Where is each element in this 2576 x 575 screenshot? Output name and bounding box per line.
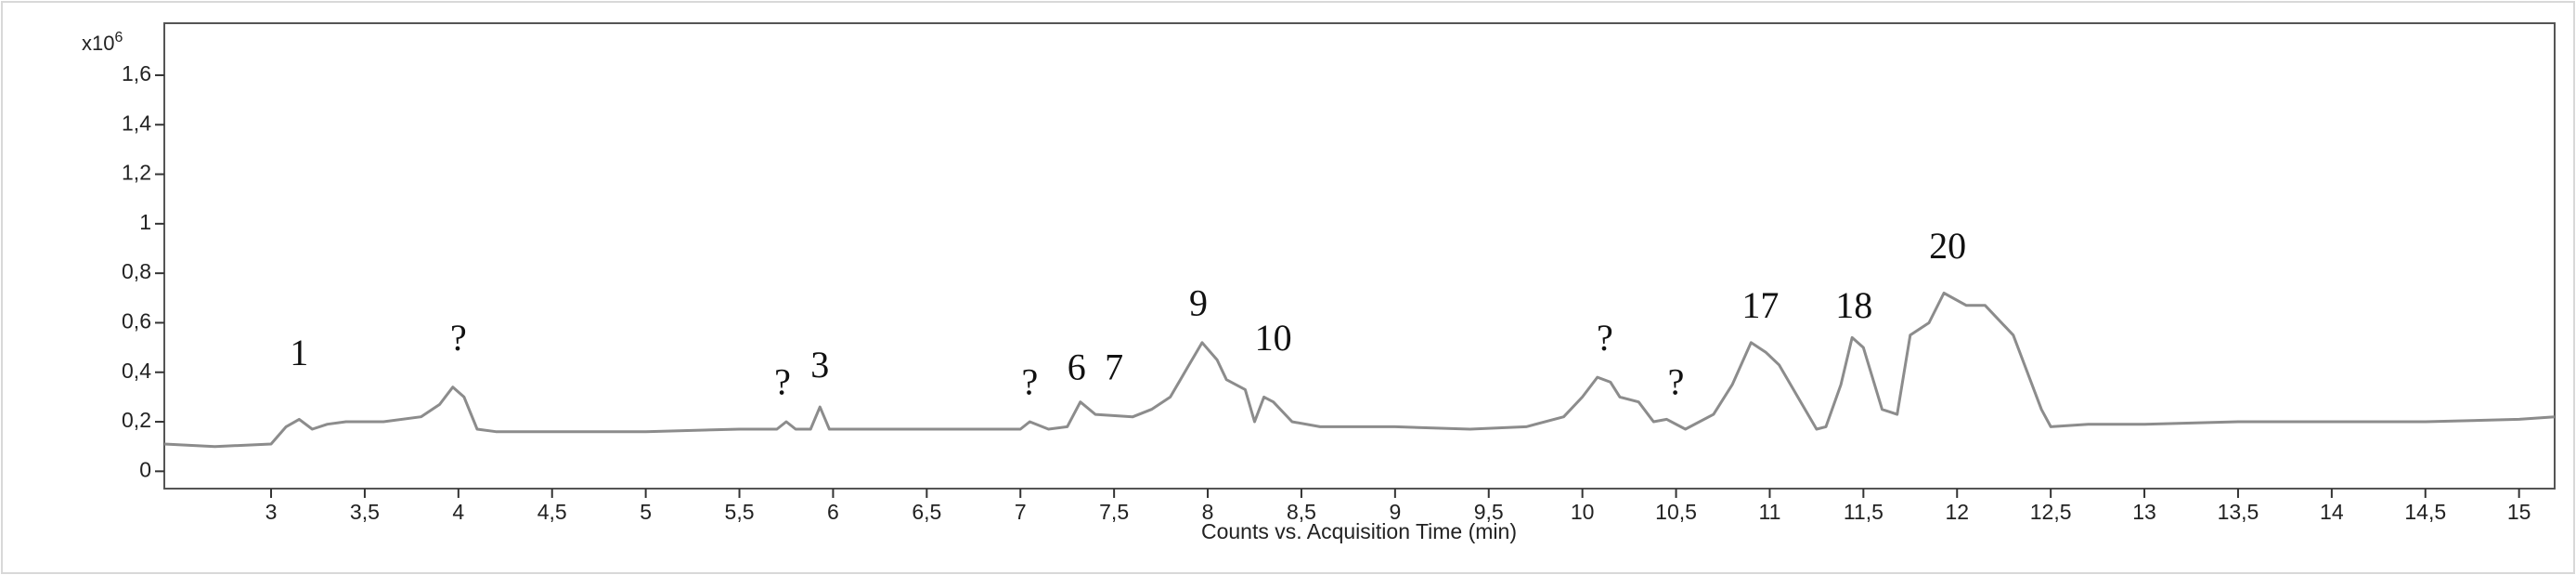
y-multiplier-exponent: 6 (114, 30, 123, 46)
x-tick-label: 13 (2132, 500, 2156, 524)
x-tick-label: 11 (1759, 500, 1781, 524)
peak-label: ? (1021, 361, 1038, 403)
x-tick-label: 14,5 (2404, 500, 2446, 524)
peak-label: 17 (1741, 284, 1779, 326)
x-tick-label: 12,5 (2030, 500, 2072, 524)
peak-label: 3 (810, 344, 829, 386)
x-tick-label: 13,5 (2218, 500, 2259, 524)
peak-label: 10 (1255, 317, 1292, 359)
y-tick-label: 1 (139, 210, 151, 234)
x-tick-label: 4,5 (537, 500, 567, 524)
peak-label: 18 (1835, 284, 1872, 326)
peak-label: ? (1668, 361, 1685, 403)
x-tick-label: 4 (452, 500, 464, 524)
y-tick-label: 0 (139, 457, 151, 481)
x-tick-label: 8,5 (1287, 500, 1316, 524)
x-tick-label: 6,5 (912, 500, 941, 524)
x-tick-label: 8 (1202, 500, 1214, 524)
peak-label: 7 (1105, 346, 1123, 388)
x-tick-label: 9,5 (1474, 500, 1504, 524)
y-tick-label: 0,6 (122, 309, 151, 333)
x-tick-label: 5,5 (725, 500, 755, 524)
peak-label: 1 (290, 332, 308, 373)
x-tick-label: 6 (827, 500, 839, 524)
plot-frame (163, 22, 2556, 490)
y-tick-label: 0,4 (122, 359, 151, 383)
peak-label: 9 (1189, 281, 1208, 323)
peak-label: ? (774, 361, 791, 403)
x-tick-label: 9 (1389, 500, 1401, 524)
y-tick-label: 1,4 (122, 111, 151, 135)
x-tick-label: 7 (1015, 500, 1027, 524)
x-tick-label: 7,5 (1099, 500, 1129, 524)
x-tick-label: 3 (265, 500, 278, 524)
x-tick-label: 3,5 (350, 500, 380, 524)
y-multiplier: x106 (82, 30, 123, 55)
peak-label: ? (1597, 317, 1613, 359)
peak-label: 6 (1068, 346, 1086, 388)
y-tick-label: 1,2 (122, 161, 151, 185)
y-tick-label: 0,8 (122, 259, 151, 283)
x-tick-label: 5 (640, 500, 652, 524)
y-tick-label: 1,6 (122, 61, 151, 85)
x-tick-label: 15 (2507, 500, 2531, 524)
x-tick-label: 11,5 (1844, 500, 1883, 524)
peak-label: ? (450, 317, 467, 359)
y-tick-label: 0,2 (122, 408, 151, 432)
x-axis-label: Counts vs. Acquisition Time (min) (1201, 519, 1517, 543)
x-tick-label: 14 (2320, 500, 2344, 524)
x-tick-label: 10 (1571, 500, 1595, 524)
x-tick-label: 10,5 (1655, 500, 1697, 524)
peak-label: 20 (1929, 225, 1966, 267)
x-tick-label: 12 (1945, 500, 1969, 524)
y-multiplier-base: x10 (82, 32, 114, 55)
trace-line (163, 292, 2556, 449)
